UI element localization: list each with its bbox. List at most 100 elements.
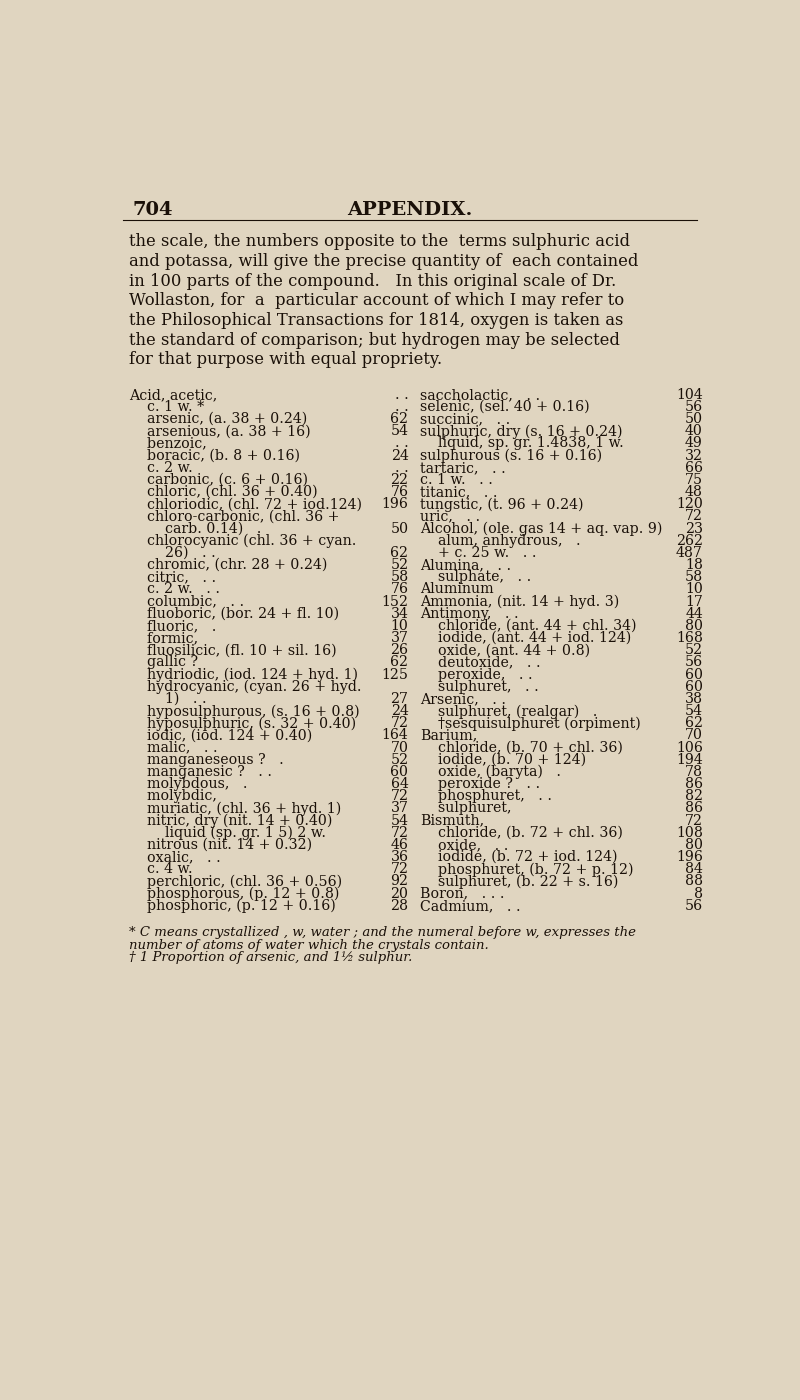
Text: 64: 64 xyxy=(390,777,409,791)
Text: saccholactic,   . .: saccholactic, . . xyxy=(420,388,540,402)
Text: phosphuret, (b. 72 + p. 12): phosphuret, (b. 72 + p. 12) xyxy=(420,862,634,876)
Text: 92: 92 xyxy=(390,875,409,889)
Text: 487: 487 xyxy=(676,546,703,560)
Text: columbic,   . .: columbic, . . xyxy=(130,595,245,609)
Text: arsenic, (a. 38 + 0.24): arsenic, (a. 38 + 0.24) xyxy=(130,412,308,426)
Text: 48: 48 xyxy=(685,486,703,500)
Text: citric,   . .: citric, . . xyxy=(130,570,217,584)
Text: 86: 86 xyxy=(685,777,703,791)
Text: 75: 75 xyxy=(685,473,703,487)
Text: . .: . . xyxy=(394,437,409,451)
Text: 62: 62 xyxy=(390,546,409,560)
Text: titanic,   . .: titanic, . . xyxy=(420,486,498,500)
Text: 58: 58 xyxy=(390,570,409,584)
Text: 86: 86 xyxy=(685,801,703,815)
Text: 194: 194 xyxy=(676,753,703,767)
Text: 24: 24 xyxy=(390,704,409,718)
Text: c. 1 w. *: c. 1 w. * xyxy=(130,400,205,414)
Text: liquid, sp. gr. 1.4838, 1 w.: liquid, sp. gr. 1.4838, 1 w. xyxy=(420,437,624,451)
Text: fluoric,   .: fluoric, . xyxy=(130,619,217,633)
Text: 37: 37 xyxy=(390,631,409,645)
Text: 17: 17 xyxy=(685,595,703,609)
Text: iodide, (b. 72 + iod. 124): iodide, (b. 72 + iod. 124) xyxy=(420,850,618,864)
Text: 52: 52 xyxy=(685,644,703,658)
Text: chlorocyanic (chl. 36 + cyan.: chlorocyanic (chl. 36 + cyan. xyxy=(130,533,357,549)
Text: hyposulphuric, (s. 32 + 0.40): hyposulphuric, (s. 32 + 0.40) xyxy=(130,717,357,731)
Text: 80: 80 xyxy=(685,839,703,853)
Text: Alumina,   . .: Alumina, . . xyxy=(420,559,511,573)
Text: 56: 56 xyxy=(685,899,703,913)
Text: the standard of comparison; but hydrogen may be selected: the standard of comparison; but hydrogen… xyxy=(130,332,620,349)
Text: peroxide ?   . .: peroxide ? . . xyxy=(420,777,540,791)
Text: manganesic ?   . .: manganesic ? . . xyxy=(130,764,273,778)
Text: sulphuret,: sulphuret, xyxy=(420,801,511,815)
Text: 80: 80 xyxy=(685,619,703,633)
Text: 52: 52 xyxy=(390,753,409,767)
Text: 76: 76 xyxy=(390,582,409,596)
Text: phosphuret,   . .: phosphuret, . . xyxy=(420,790,552,804)
Text: 196: 196 xyxy=(676,850,703,864)
Text: * C means crystallized , w, water ; and the numeral before w, expresses the: * C means crystallized , w, water ; and … xyxy=(130,927,637,939)
Text: Acid, acetic,: Acid, acetic, xyxy=(130,388,218,402)
Text: 40: 40 xyxy=(685,424,703,438)
Text: 62: 62 xyxy=(390,412,409,426)
Text: malic,   . .: malic, . . xyxy=(130,741,218,755)
Text: muriatic, (chl. 36 + hyd. 1): muriatic, (chl. 36 + hyd. 1) xyxy=(130,801,342,816)
Text: 76: 76 xyxy=(390,486,409,500)
Text: carb. 0.14)   .: carb. 0.14) . xyxy=(130,522,262,536)
Text: 54: 54 xyxy=(390,424,409,438)
Text: molybdic,: molybdic, xyxy=(130,790,218,804)
Text: fluoboric, (bor. 24 + fl. 10): fluoboric, (bor. 24 + fl. 10) xyxy=(130,606,339,620)
Text: sulphuret,   . .: sulphuret, . . xyxy=(420,680,539,694)
Text: 49: 49 xyxy=(685,437,703,451)
Text: Barium,: Barium, xyxy=(420,728,478,742)
Text: deutoxide,   . .: deutoxide, . . xyxy=(420,655,541,669)
Text: Alcohol, (ole. gas 14 + aq. vap. 9): Alcohol, (ole. gas 14 + aq. vap. 9) xyxy=(420,522,662,536)
Text: oxalic,   . .: oxalic, . . xyxy=(130,850,221,864)
Text: carbonic, (c. 6 + 0.16): carbonic, (c. 6 + 0.16) xyxy=(130,473,309,487)
Text: 62: 62 xyxy=(685,717,703,731)
Text: 72: 72 xyxy=(685,813,703,827)
Text: 8: 8 xyxy=(694,886,703,900)
Text: Aluminum: Aluminum xyxy=(420,582,494,596)
Text: c. 4 w.: c. 4 w. xyxy=(130,862,193,876)
Text: 50: 50 xyxy=(390,522,409,536)
Text: 50: 50 xyxy=(685,412,703,426)
Text: oxide, (ant. 44 + 0.8): oxide, (ant. 44 + 0.8) xyxy=(420,644,590,658)
Text: 108: 108 xyxy=(676,826,703,840)
Text: alum, anhydrous,   .: alum, anhydrous, . xyxy=(420,533,581,547)
Text: and potassa, will give the precise quantity of  each contained: and potassa, will give the precise quant… xyxy=(130,253,639,270)
Text: hydrocyanic, (cyan. 26 + hyd.: hydrocyanic, (cyan. 26 + hyd. xyxy=(130,680,362,694)
Text: 72: 72 xyxy=(390,790,409,804)
Text: for that purpose with equal propriety.: for that purpose with equal propriety. xyxy=(130,351,442,368)
Text: molybdous,   .: molybdous, . xyxy=(130,777,248,791)
Text: 27: 27 xyxy=(390,692,409,706)
Text: benzoic,: benzoic, xyxy=(130,437,207,451)
Text: †sesquisulphuret (orpiment): †sesquisulphuret (orpiment) xyxy=(420,717,641,731)
Text: in 100 parts of the compound.   In this original scale of Dr.: in 100 parts of the compound. In this or… xyxy=(130,273,617,290)
Text: 66: 66 xyxy=(685,461,703,475)
Text: nitric, dry (nit. 14 + 0.40): nitric, dry (nit. 14 + 0.40) xyxy=(130,813,333,827)
Text: . .: . . xyxy=(394,388,409,402)
Text: 72: 72 xyxy=(390,717,409,731)
Text: liquid (sp. gr. 1 5) 2 w.: liquid (sp. gr. 1 5) 2 w. xyxy=(130,826,326,840)
Text: chloride, (b. 70 + chl. 36): chloride, (b. 70 + chl. 36) xyxy=(420,741,623,755)
Text: 37: 37 xyxy=(390,801,409,815)
Text: 72: 72 xyxy=(390,826,409,840)
Text: chloric, (chl. 36 + 0.40): chloric, (chl. 36 + 0.40) xyxy=(130,486,318,500)
Text: Cadmium,   . .: Cadmium, . . xyxy=(420,899,521,913)
Text: 72: 72 xyxy=(685,510,703,524)
Text: phosphorous, (p. 12 + 0.8): phosphorous, (p. 12 + 0.8) xyxy=(130,886,340,902)
Text: 125: 125 xyxy=(382,668,409,682)
Text: chloride, (ant. 44 + chl. 34): chloride, (ant. 44 + chl. 34) xyxy=(420,619,637,633)
Text: sulphate,   . .: sulphate, . . xyxy=(420,570,531,584)
Text: Arsenic,   . .: Arsenic, . . xyxy=(420,692,506,706)
Text: iodic, (iod. 124 + 0.40): iodic, (iod. 124 + 0.40) xyxy=(130,728,313,742)
Text: uric,   . .: uric, . . xyxy=(420,510,480,524)
Text: 62: 62 xyxy=(390,655,409,669)
Text: 104: 104 xyxy=(676,388,703,402)
Text: 54: 54 xyxy=(685,704,703,718)
Text: 70: 70 xyxy=(685,728,703,742)
Text: + c. 25 w.   . .: + c. 25 w. . . xyxy=(420,546,537,560)
Text: Ammonia, (nit. 14 + hyd. 3): Ammonia, (nit. 14 + hyd. 3) xyxy=(420,595,619,609)
